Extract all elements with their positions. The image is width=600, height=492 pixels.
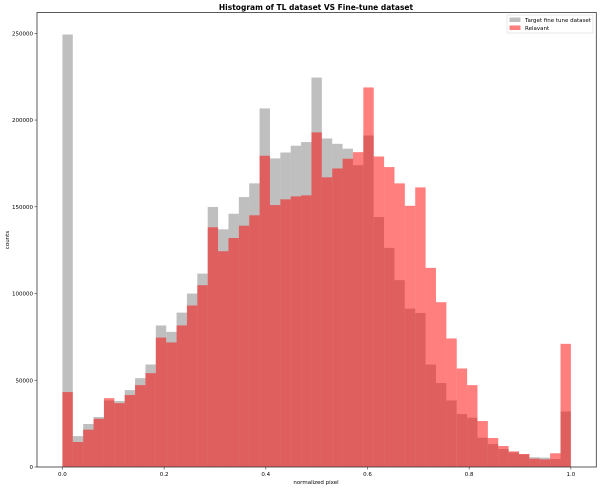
bar-relavant-16 bbox=[228, 238, 239, 467]
bar-relavant-31 bbox=[384, 167, 395, 467]
bar-relavant-5 bbox=[114, 403, 125, 467]
bar-relavant-15 bbox=[218, 251, 229, 467]
y-axis: 0 50000 100000 150000 200000 250000 bbox=[12, 31, 37, 471]
bar-relavant-41 bbox=[487, 438, 499, 467]
bar-relavant-25 bbox=[321, 177, 333, 467]
legend-label-target: Target fine tune dataset bbox=[524, 18, 592, 24]
chart-title: Histogram of TL dataset VS Fine-tune dat… bbox=[219, 3, 414, 12]
bar-relavant-48 bbox=[560, 343, 571, 467]
bar-relavant-37 bbox=[446, 338, 457, 467]
x-tick-label: 0.6 bbox=[363, 472, 372, 478]
bar-relavant-21 bbox=[280, 199, 291, 467]
bar-relavant-22 bbox=[290, 196, 302, 467]
bar-relavant-43 bbox=[508, 451, 519, 467]
bar-relavant-45 bbox=[529, 458, 540, 467]
bar-relavant-12 bbox=[186, 305, 198, 467]
bar-relavant-19 bbox=[259, 155, 270, 467]
bar-relavant-0 bbox=[62, 392, 73, 467]
bar-relavant-20 bbox=[269, 205, 281, 467]
bar-relavant-35 bbox=[425, 267, 436, 467]
x-tick-label: 0.8 bbox=[465, 472, 474, 478]
x-tick-label: 1.0 bbox=[567, 472, 576, 478]
bar-relavant-2 bbox=[83, 429, 94, 467]
bar-relavant-18 bbox=[249, 215, 260, 467]
bar-relavant-11 bbox=[176, 325, 187, 467]
y-tick-label: 250000 bbox=[12, 31, 33, 37]
legend-label-relavant: Relavant bbox=[525, 26, 550, 32]
bar-relavant-24 bbox=[311, 132, 322, 467]
bar-relavant-13 bbox=[197, 285, 208, 467]
bar-relavant-30 bbox=[373, 156, 385, 467]
plot-frame bbox=[36, 12, 597, 468]
bar-relavant-32 bbox=[394, 183, 405, 467]
bar-relavant-14 bbox=[207, 227, 219, 467]
legend-swatch-target bbox=[509, 17, 521, 22]
bar-relavant-3 bbox=[93, 418, 104, 467]
bar-relavant-1 bbox=[72, 442, 84, 467]
bar-relavant-29 bbox=[363, 87, 374, 467]
y-tick-label: 100000 bbox=[12, 292, 33, 298]
y-tick-label: 50000 bbox=[16, 378, 34, 384]
bar-relavant-8 bbox=[145, 373, 156, 467]
x-axis: 0.0 0.2 0.4 0.6 0.8 1.0 bbox=[58, 467, 576, 478]
legend-frame bbox=[506, 14, 594, 34]
bar-relavant-27 bbox=[342, 158, 353, 467]
y-tick-label: 0 bbox=[30, 465, 34, 471]
bar-relavant-17 bbox=[238, 225, 250, 467]
y-tick-label: 200000 bbox=[12, 118, 33, 124]
bar-relavant-46 bbox=[539, 459, 551, 467]
bars-group bbox=[62, 34, 571, 468]
bar-relavant-28 bbox=[352, 152, 364, 467]
bar-relavant-42 bbox=[498, 446, 509, 467]
bar-relavant-6 bbox=[124, 395, 136, 467]
bar-relavant-44 bbox=[518, 453, 530, 467]
bar-relavant-34 bbox=[415, 187, 426, 467]
x-tick-label: 0.2 bbox=[160, 472, 169, 478]
x-tick-label: 0.0 bbox=[58, 472, 67, 478]
bar-relavant-4 bbox=[103, 398, 115, 467]
bar-relavant-36 bbox=[435, 302, 447, 467]
bar-target-0 bbox=[62, 34, 73, 468]
bar-relavant-9 bbox=[155, 337, 167, 467]
bar-relavant-40 bbox=[477, 421, 488, 467]
y-tick-label: 150000 bbox=[12, 205, 33, 211]
x-tick-label: 0.4 bbox=[261, 472, 270, 478]
bar-relavant-10 bbox=[166, 342, 177, 467]
y-axis-label: counts bbox=[5, 231, 11, 250]
bar-relavant-7 bbox=[135, 385, 146, 467]
bar-relavant-39 bbox=[467, 385, 478, 467]
x-axis-label: normalized pixel bbox=[293, 480, 339, 486]
bar-relavant-47 bbox=[550, 453, 561, 467]
legend: Target fine tune dataset Relavant bbox=[506, 14, 594, 34]
bar-relavant-26 bbox=[332, 168, 343, 467]
legend-swatch-relavant bbox=[509, 25, 521, 30]
bar-relavant-23 bbox=[301, 195, 312, 468]
bar-relavant-38 bbox=[456, 368, 468, 467]
bar-relavant-33 bbox=[404, 205, 416, 467]
